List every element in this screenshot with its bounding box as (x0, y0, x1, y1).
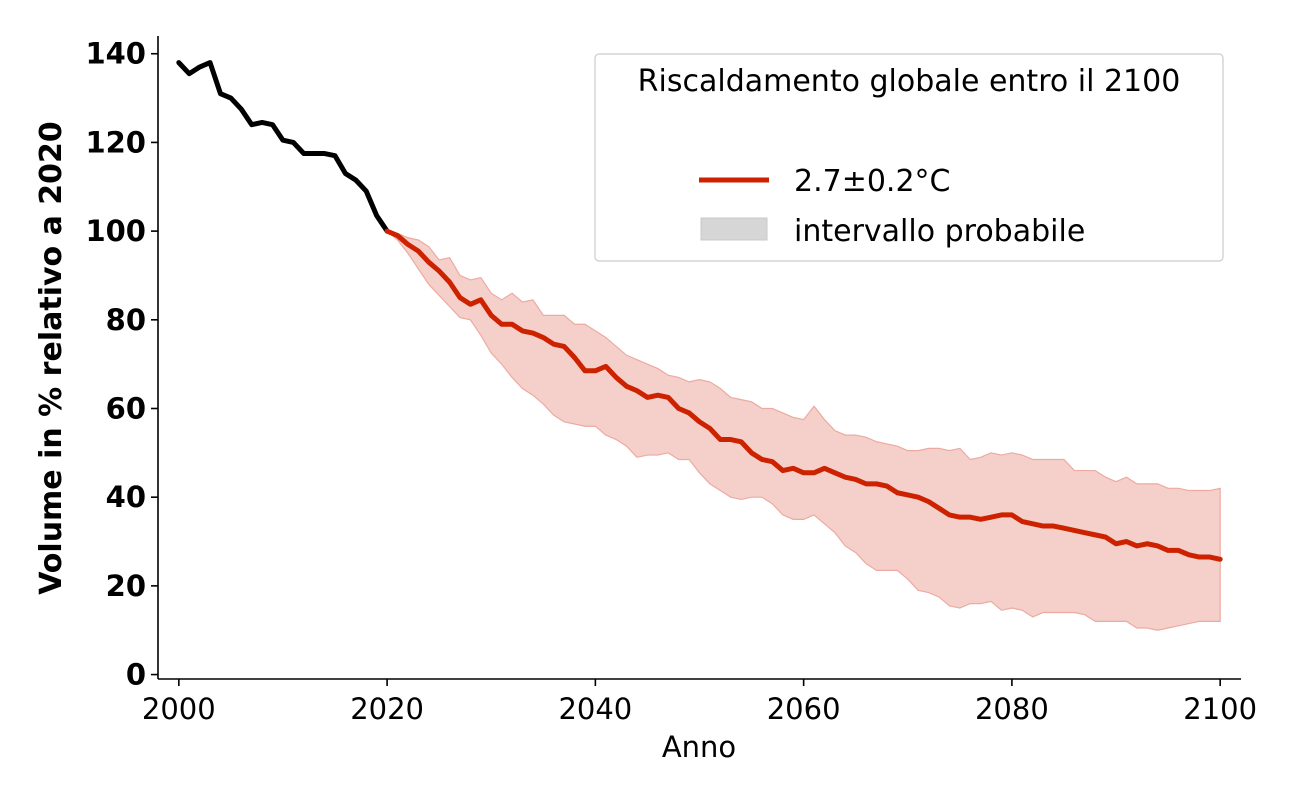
y-axis-ticks: 0 20 40 60 80 100 120 140 (85, 37, 158, 692)
x-axis-title: Anno (662, 730, 736, 764)
x-tick-label: 2080 (975, 692, 1049, 726)
y-tick-label: 80 (106, 303, 146, 337)
y-tick-label: 100 (85, 214, 146, 248)
y-tick-label: 140 (85, 37, 146, 71)
x-tick-label: 2000 (142, 692, 216, 726)
x-axis-ticks: 2000 2020 2040 2060 2080 2100 (142, 679, 1257, 726)
x-tick-label: 2060 (767, 692, 841, 726)
x-tick-label: 2020 (350, 692, 424, 726)
y-tick-label: 120 (85, 125, 146, 159)
likely-range-band-layer (386, 230, 1221, 631)
y-axis-title: Volume in % relativo a 2020 (34, 121, 69, 595)
observed-series-line (176, 60, 390, 234)
y-tick-label: 60 (106, 391, 146, 425)
plot-area (176, 60, 1223, 631)
series-layer (176, 60, 1223, 562)
projection-series-line (384, 228, 1223, 562)
legend-label-projection: 2.7±0.2°C (794, 164, 951, 199)
legend-title: Riscaldamento globale entro il 2100 (638, 64, 1181, 99)
legend-label-likely-range: intervallo probabile (794, 214, 1085, 249)
legend: Riscaldamento globale entro il 2100 2.7±… (594, 53, 1224, 262)
x-tick-label: 2040 (558, 692, 632, 726)
legend-frame (594, 53, 1224, 262)
likely-range-band (386, 230, 1221, 631)
y-tick-label: 40 (106, 480, 146, 514)
legend-band-swatch (700, 217, 768, 241)
x-tick-label: 2100 (1183, 692, 1257, 726)
y-tick-label: 20 (106, 569, 146, 603)
y-tick-label: 0 (126, 658, 146, 692)
